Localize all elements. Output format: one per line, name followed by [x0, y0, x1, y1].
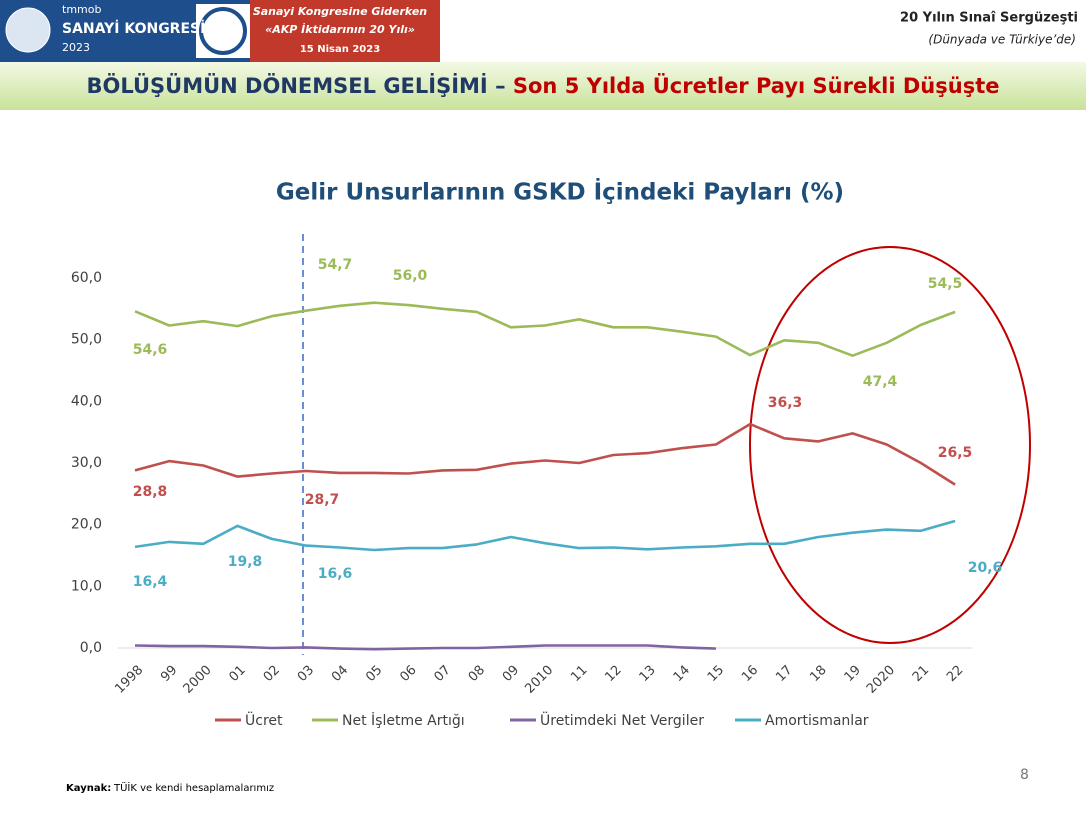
y-tick-label: 60,0 — [71, 270, 102, 286]
event-band — [250, 0, 440, 62]
title-main: BÖLÜŞÜMÜN DÖNEMSEL GELİŞİMİ — [87, 73, 488, 98]
x-tick-label: 08 — [466, 663, 488, 685]
x-tick-label: 18 — [807, 663, 829, 685]
x-tick-label: 11 — [568, 663, 590, 685]
title-highlight: Son 5 Yılda Ücretler Payı Sürekli Düşüşt… — [513, 73, 1000, 98]
data-label: 54,5 — [928, 276, 963, 292]
data-label: 20,6 — [968, 560, 1003, 576]
y-tick-label: 50,0 — [71, 332, 102, 348]
data-label: 28,7 — [305, 492, 340, 508]
x-tick-label: 02 — [261, 663, 283, 685]
right-title: 20 Yılın Sınaî Sergüzeşti — [900, 11, 1078, 26]
x-tick-label: 04 — [329, 663, 351, 685]
x-tick-label: 99 — [158, 663, 180, 685]
event-line: «AKP İktidarının 20 Yılı» — [265, 22, 415, 36]
y-tick-label: 10,0 — [71, 578, 102, 594]
x-tick-label: 2010 — [522, 663, 556, 697]
x-tick-label: 13 — [637, 663, 659, 685]
x-tick-label: 1998 — [112, 663, 146, 697]
x-tick-label: 09 — [500, 663, 522, 685]
slide-title: BÖLÜŞÜMÜN DÖNEMSEL GELİŞİMİ – Son 5 Yıld… — [87, 73, 1000, 98]
series-line — [134, 519, 956, 552]
title-dash: – — [495, 74, 506, 98]
x-tick-label: 05 — [363, 663, 385, 685]
legend-label: Ücret — [245, 711, 283, 729]
data-label: 28,8 — [133, 484, 168, 500]
x-tick-label: 22 — [944, 663, 966, 685]
legend-label: Amortismanlar — [765, 713, 869, 729]
y-tick-label: 30,0 — [71, 455, 102, 471]
y-tick-label: 0,0 — [80, 640, 102, 656]
data-label: 54,6 — [133, 342, 168, 358]
x-tick-label: 17 — [773, 663, 795, 685]
data-label: 54,7 — [318, 257, 353, 273]
x-tick-label: 15 — [705, 663, 727, 685]
data-label: 56,0 — [393, 268, 428, 284]
series-line — [134, 301, 956, 357]
x-tick-label: 03 — [295, 663, 317, 685]
source-text: TÜİK ve kendi hesaplamalarımız — [113, 781, 274, 794]
series-line — [134, 422, 956, 486]
x-tick-label: 19 — [842, 663, 864, 685]
org: tmmob — [62, 3, 101, 16]
x-tick-label: 01 — [227, 663, 249, 685]
source-label: Kaynak: — [66, 783, 111, 794]
highlight-ellipse — [749, 246, 1031, 644]
chart-title: Gelir Unsurlarının GSKD İçindeki Payları… — [276, 178, 844, 206]
title-band — [0, 62, 1086, 110]
page-number: 8 — [1020, 767, 1029, 783]
data-label: 16,4 — [133, 574, 168, 590]
legend-label: Üretimdeki Net Vergiler — [540, 711, 704, 729]
data-label: 19,8 — [228, 554, 263, 570]
x-tick-label: 06 — [397, 663, 419, 685]
right-subtitle: (Dünyada ve Türkiye’de) — [928, 33, 1076, 47]
x-tick-label: 2020 — [864, 663, 898, 697]
x-tick-label: 12 — [602, 663, 624, 685]
legend-label: Net İşletme Artığı — [342, 711, 465, 729]
x-tick-label: 21 — [910, 663, 932, 685]
year: 2023 — [62, 41, 90, 54]
data-label: 36,3 — [768, 395, 803, 411]
x-tick-label: 14 — [671, 663, 693, 685]
x-tick-label: 2000 — [181, 663, 215, 697]
y-tick-label: 20,0 — [71, 517, 102, 533]
x-tick-label: 16 — [739, 663, 761, 685]
logo — [199, 7, 247, 55]
series-line — [134, 644, 716, 651]
data-label: 26,5 — [938, 445, 973, 461]
y-tick-label: 40,0 — [71, 393, 102, 409]
data-label: 47,4 — [863, 374, 898, 390]
x-tick-label: 07 — [432, 663, 454, 685]
event-date: 15 Nisan 2023 — [300, 44, 380, 55]
congress: SANAYİ KONGRESİ — [62, 20, 205, 37]
logo — [5, 7, 51, 53]
data-label: 16,6 — [318, 566, 353, 582]
event-line: Sanayi Kongresine Giderken — [253, 5, 427, 18]
